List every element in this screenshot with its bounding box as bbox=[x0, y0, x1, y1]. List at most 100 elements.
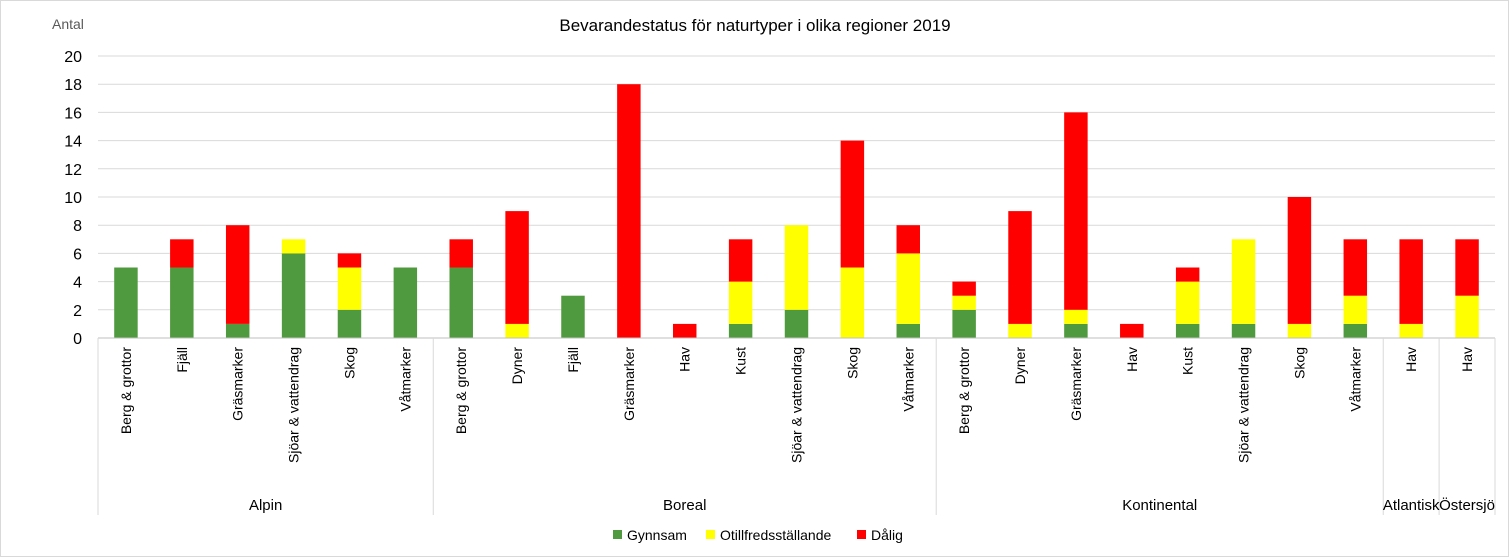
y-tick-label: 4 bbox=[73, 275, 82, 292]
bar-segment bbox=[673, 323, 697, 338]
x-group-label: Alpin bbox=[249, 497, 282, 514]
bar-segment bbox=[170, 239, 194, 268]
bar-segment bbox=[728, 281, 753, 324]
bar-segment bbox=[952, 309, 976, 338]
bar-segment bbox=[281, 239, 306, 254]
bar-segment bbox=[1455, 239, 1479, 296]
x-category-label: Sjöar & vattendrag bbox=[1236, 347, 1252, 463]
bar-segment bbox=[1455, 295, 1479, 338]
x-category-label: Berg & grottor bbox=[118, 347, 134, 434]
bar-segment bbox=[1343, 295, 1368, 324]
legend-swatch bbox=[613, 530, 622, 539]
x-category-label: Skog bbox=[341, 347, 357, 379]
bar-segment bbox=[728, 323, 753, 338]
x-category-label: Kust bbox=[733, 347, 749, 375]
bar-segment bbox=[505, 211, 529, 324]
bar-segment bbox=[561, 295, 585, 338]
bar-segment bbox=[896, 253, 920, 324]
bar-segment bbox=[225, 323, 250, 338]
x-category-label: Fjäll bbox=[565, 347, 581, 373]
bar-segment bbox=[1343, 239, 1368, 296]
bar-segment bbox=[1120, 323, 1144, 338]
x-category-label: Hav bbox=[1459, 347, 1475, 372]
bar-segment bbox=[1175, 323, 1200, 338]
bar-segment bbox=[114, 267, 138, 338]
legend-label: Dålig bbox=[871, 527, 903, 543]
x-category-label: Berg & grottor bbox=[956, 347, 972, 434]
bar-segment bbox=[840, 267, 865, 338]
bar-segment bbox=[1008, 211, 1032, 324]
chart-title: Bevarandestatus för naturtyper i olika r… bbox=[559, 16, 950, 35]
y-tick-label: 6 bbox=[73, 246, 82, 263]
x-group-label: Kontinental bbox=[1122, 497, 1197, 514]
x-category-label: Hav bbox=[677, 347, 693, 372]
bar-segment bbox=[505, 323, 529, 338]
y-tick-label: 20 bbox=[64, 49, 82, 66]
bar-segment bbox=[281, 253, 306, 338]
bar-segment bbox=[337, 253, 362, 268]
bar-segment bbox=[1064, 323, 1088, 338]
bar-segment bbox=[1399, 239, 1423, 324]
bar-segment bbox=[952, 281, 976, 296]
y-tick-label: 14 bbox=[64, 134, 82, 151]
bar-segment bbox=[728, 239, 753, 282]
x-category-label: Hav bbox=[1124, 347, 1140, 372]
x-category-labels: Berg & grottor Fjäll Gräsmarker Sjöar & vat… bbox=[118, 347, 1475, 463]
x-category-label: Kust bbox=[1180, 347, 1196, 375]
y-tick-label: 12 bbox=[64, 162, 82, 179]
bar-segment bbox=[1175, 267, 1200, 282]
x-category-label: Gräsmarker bbox=[230, 347, 246, 421]
gridlines bbox=[98, 55, 1495, 311]
x-category-label: Hav bbox=[1403, 347, 1419, 372]
y-tick-label: 0 bbox=[73, 331, 82, 348]
x-category-label: Våtmarker bbox=[1347, 347, 1363, 412]
bar-segment bbox=[393, 267, 418, 338]
bar-segment bbox=[1064, 309, 1088, 324]
bar-segment bbox=[337, 267, 362, 310]
bar-segment bbox=[1399, 323, 1423, 338]
bar-segment bbox=[449, 267, 473, 338]
bar-segment bbox=[1064, 112, 1088, 310]
x-category-label: Sjöar & vattendrag bbox=[286, 347, 302, 463]
bar-segment bbox=[1287, 197, 1312, 324]
y-tick-label: 18 bbox=[64, 77, 82, 94]
bar-segment bbox=[449, 239, 473, 268]
bar-segment bbox=[1231, 239, 1256, 324]
legend-swatch bbox=[857, 530, 866, 539]
legend: Gynnsam Otillfredsställande Dålig bbox=[613, 527, 903, 543]
bar-segment bbox=[1175, 281, 1200, 324]
y-tick-label: 16 bbox=[64, 105, 82, 122]
bar-segment bbox=[952, 295, 976, 310]
x-category-label: Fjäll bbox=[174, 347, 190, 373]
bar-segment bbox=[896, 323, 920, 338]
y-tick-label: 8 bbox=[73, 218, 82, 235]
bar-segment bbox=[170, 267, 194, 338]
x-category-label: Dyner bbox=[1012, 347, 1028, 385]
x-category-label: Skog bbox=[844, 347, 860, 379]
x-group-label: Östersjö bbox=[1439, 496, 1495, 514]
bar-segment bbox=[896, 225, 920, 254]
bar-segment bbox=[617, 84, 641, 338]
x-category-label: Våtmarker bbox=[397, 347, 413, 412]
bar-segment bbox=[337, 309, 362, 338]
x-category-label: Sjöar & vattendrag bbox=[789, 347, 805, 463]
x-group-label: Boreal bbox=[663, 497, 706, 514]
bar-segment bbox=[1343, 323, 1368, 338]
y-tick-label: 10 bbox=[64, 190, 82, 207]
y-tick-label: 2 bbox=[73, 303, 82, 320]
legend-swatch bbox=[706, 530, 715, 539]
bar-segment bbox=[840, 140, 865, 268]
x-group-label: Atlantisk bbox=[1383, 497, 1440, 514]
bar-segment bbox=[225, 225, 250, 324]
x-category-label: Skog bbox=[1291, 347, 1307, 379]
bar-segment bbox=[1287, 323, 1312, 338]
y-axis-label: Antal bbox=[52, 16, 84, 32]
x-category-label: Gräsmarker bbox=[1068, 347, 1084, 421]
bar-segment bbox=[1231, 323, 1256, 338]
legend-label: Otillfredsställande bbox=[720, 527, 831, 543]
x-category-label: Berg & grottor bbox=[453, 347, 469, 434]
x-category-label: Dyner bbox=[509, 347, 525, 385]
